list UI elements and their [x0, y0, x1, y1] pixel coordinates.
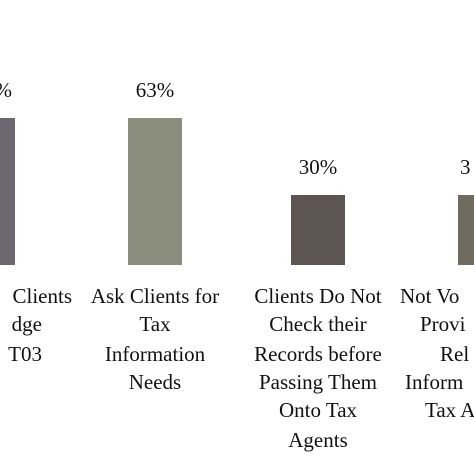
category-label: Agents [288, 428, 348, 452]
category-label: Clients Do Not [254, 284, 381, 308]
category-label: Information [105, 342, 206, 366]
category-label: Clients [12, 284, 72, 308]
category-label: Tax A [425, 398, 474, 422]
category-label: Needs [129, 370, 181, 394]
value-label: 63% [136, 78, 175, 102]
value-label: 30% [299, 155, 338, 179]
bar [291, 195, 345, 265]
value-label: 3 [460, 155, 471, 179]
category-label: Ask Clients for [91, 284, 219, 308]
bar [128, 118, 182, 265]
bar [0, 118, 15, 265]
category-label: Onto Tax [279, 398, 358, 422]
category-label: Tax [139, 312, 171, 336]
category-label: Provi [420, 312, 466, 336]
category-label: Check their [269, 312, 366, 336]
category-label: dge [12, 312, 42, 336]
value-label: % [0, 78, 12, 102]
bar [458, 195, 474, 265]
category-label: Inform [405, 370, 463, 394]
category-label: Passing Them [259, 370, 377, 394]
category-label: Rel [440, 342, 469, 366]
category-label: T03 [8, 342, 42, 366]
category-label: Not Vo [400, 284, 459, 308]
category-label: Records before [254, 342, 382, 366]
